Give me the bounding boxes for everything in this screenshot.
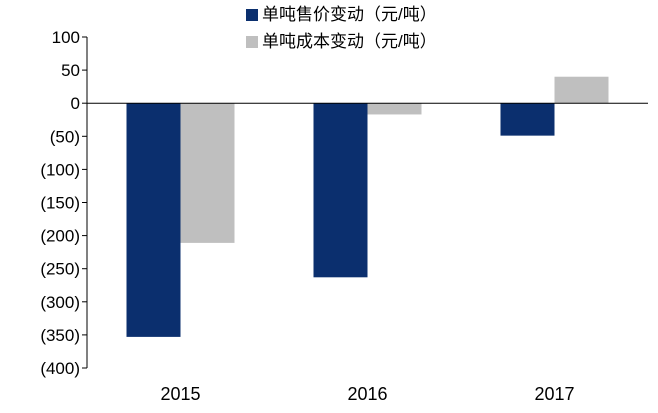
legend-swatch — [246, 9, 258, 21]
bar-cost-change-2015 — [180, 103, 235, 243]
bar-cost-change-2017 — [554, 76, 609, 104]
y-tick-label: (200) — [40, 227, 80, 246]
bars-group — [126, 76, 609, 337]
legend-label: 单吨成本变动（元/吨） — [262, 32, 437, 51]
bar-price-change-2016 — [313, 103, 368, 278]
y-tick-label: 0 — [71, 94, 80, 113]
y-tick-label: (300) — [40, 293, 80, 312]
y-tick-label: 50 — [61, 61, 80, 80]
x-tick-label: 2017 — [534, 384, 574, 404]
y-tick-label: (50) — [50, 127, 80, 146]
y-tick-label: 100 — [52, 28, 80, 47]
bar-price-change-2017 — [500, 103, 555, 136]
y-tick-label: (150) — [40, 194, 80, 213]
bar-price-change-2015 — [126, 103, 181, 337]
x-tick-label: 2016 — [347, 384, 387, 404]
legend-label: 单吨售价变动（元/吨） — [262, 5, 437, 24]
legend-swatch — [246, 36, 258, 48]
y-tick-label: (100) — [40, 160, 80, 179]
y-tick-label: (250) — [40, 260, 80, 279]
x-tick-label: 2015 — [160, 384, 200, 404]
axes-group: 100 50 0 (50) (100) (150) (200) (250) (300) (350)… — [40, 28, 648, 404]
y-tick-label: (350) — [40, 326, 80, 345]
legend: 单吨售价变动（元/吨） 单吨成本变动（元/吨） — [246, 5, 437, 51]
y-tick-label: (400) — [40, 359, 80, 378]
bar-cost-change-2016 — [367, 103, 422, 115]
